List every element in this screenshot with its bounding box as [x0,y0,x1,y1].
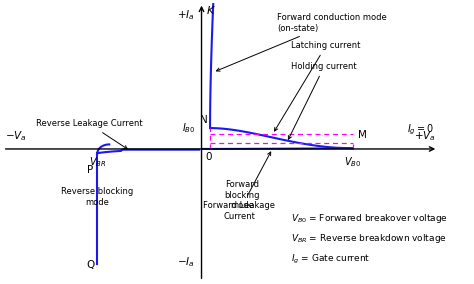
Text: $V_{BR}$ = Reverse breakdown voltage: $V_{BR}$ = Reverse breakdown voltage [292,233,447,245]
Text: P: P [87,165,93,175]
Text: $V_{B0}$ = Forwared breakover voltage: $V_{B0}$ = Forwared breakover voltage [292,212,448,225]
Text: $-I_a$: $-I_a$ [177,255,194,269]
Text: M: M [358,130,366,140]
Text: $I_g= 0$: $I_g= 0$ [407,122,434,137]
Text: Q: Q [86,260,94,270]
Text: Latching current: Latching current [274,41,361,131]
Text: Forward Leakage
Current: Forward Leakage Current [203,152,275,221]
Text: $I_g$ = Gate current: $I_g$ = Gate current [292,253,371,266]
Text: $I_{B0}$: $I_{B0}$ [182,121,196,135]
Text: $-V_a$: $-V_a$ [5,129,27,143]
Text: Forward conduction mode
(on-state): Forward conduction mode (on-state) [217,13,387,71]
Text: 0: 0 [205,152,212,162]
Text: N: N [200,115,208,125]
Text: $V_{B0}$: $V_{B0}$ [344,155,362,169]
Text: Forward
blocking
mode: Forward blocking mode [224,180,259,210]
Text: Reverse blocking
mode: Reverse blocking mode [61,187,134,207]
Text: Holding current: Holding current [288,62,357,139]
Text: K: K [207,6,214,16]
Text: Reverse Leakage Current: Reverse Leakage Current [36,119,143,149]
Text: $+I_a$: $+I_a$ [177,8,194,22]
Text: $+V_a$: $+V_a$ [414,129,436,143]
Text: $V_{BR}$: $V_{BR}$ [89,155,106,169]
